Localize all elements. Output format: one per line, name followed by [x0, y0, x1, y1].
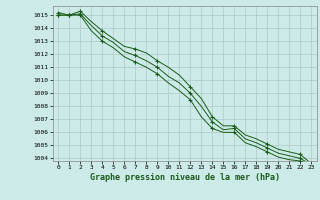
X-axis label: Graphe pression niveau de la mer (hPa): Graphe pression niveau de la mer (hPa) [90, 173, 280, 182]
